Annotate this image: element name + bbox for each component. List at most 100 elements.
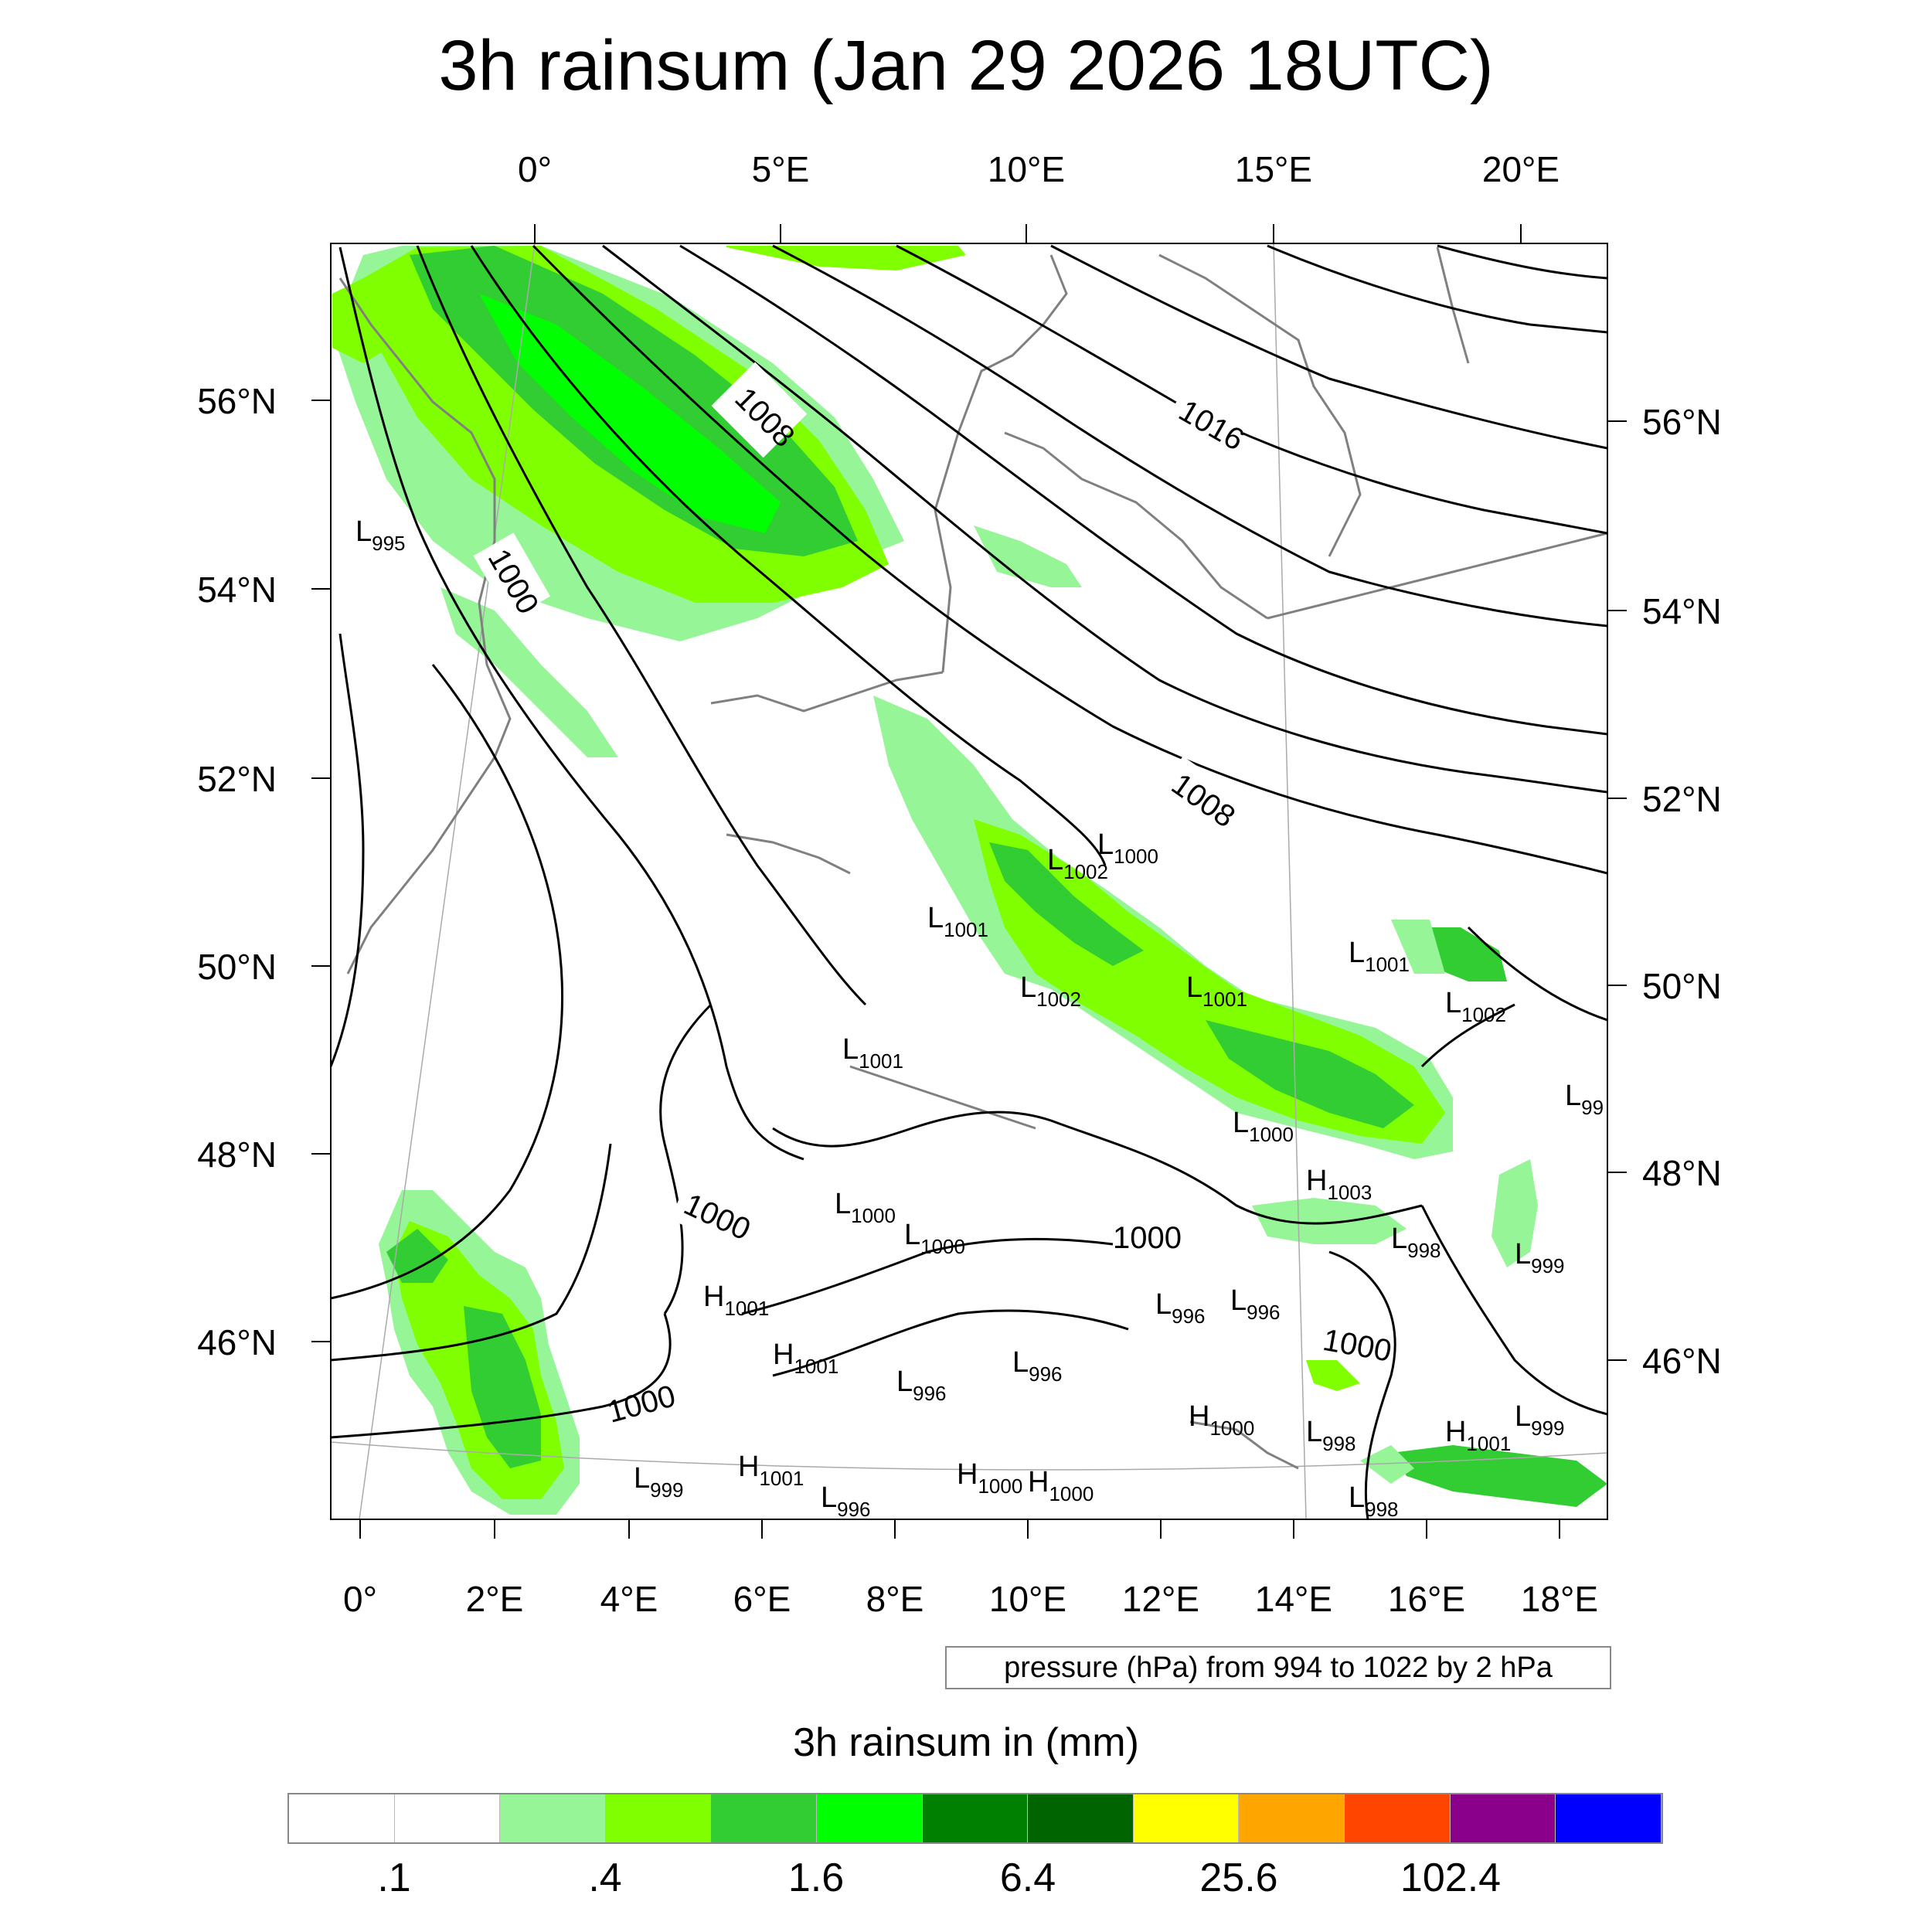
pressure-center-value: 1001 [1365, 953, 1410, 976]
pressure-center-value: 999 [1531, 1417, 1564, 1440]
bottom-lon-label: 12°E [1122, 1579, 1199, 1619]
pressure-center-type: L [896, 1366, 913, 1398]
colorbar-label: 1.6 [787, 1855, 845, 1900]
map-title: 3h rainsum (Jan 29 2026 18UTC) [438, 26, 1494, 105]
low-pressure-label: L1001 [1349, 937, 1410, 976]
pressure-center-type: L [1565, 1080, 1581, 1112]
low-pressure-label: L1001 [842, 1033, 903, 1073]
pressure-center-type: H [1028, 1466, 1049, 1498]
rain-patch-southwest-top [386, 1229, 448, 1283]
low-pressure-label: L99 [1565, 1080, 1604, 1119]
pressure-center-value: 1000 [978, 1475, 1022, 1498]
pressure-center-type: H [957, 1458, 978, 1491]
bottom-lon-label: 18°E [1521, 1579, 1598, 1619]
pressure-center-type: L [1097, 828, 1114, 861]
pressure-center-value: 996 [913, 1382, 946, 1405]
pressure-center-type: L [1233, 1107, 1249, 1139]
colorbar-label: 102.4 [1400, 1855, 1502, 1900]
top-lon-label: 15°E [1235, 149, 1312, 189]
top-lon-label: 10°E [988, 149, 1065, 189]
pressure-center-type: H [1306, 1165, 1327, 1197]
right-lat-label: 48°N [1642, 1153, 1722, 1193]
high-pressure-label: H1003 [1306, 1165, 1372, 1204]
rain-patch-central-lower [1252, 1198, 1406, 1244]
pressure-center-type: L [1047, 844, 1063, 876]
pressure-center-type: L [821, 1481, 837, 1514]
colorbar-segment [605, 1794, 712, 1842]
colorbar-title: 3h rainsum in (mm) [793, 1720, 1139, 1765]
low-pressure-label: L998 [1391, 1223, 1441, 1262]
rain-band-central-heavy [989, 842, 1144, 966]
low-pressure-label: L1002 [1445, 987, 1506, 1026]
low-pressure-label: L1000 [904, 1219, 965, 1258]
isobar-label: 1000 [604, 1379, 679, 1430]
bottom-lon-label: 10°E [989, 1579, 1066, 1619]
rain-patch-adriatic [1306, 1360, 1360, 1391]
bottom-lon-label: 16°E [1388, 1579, 1465, 1619]
pressure-center-type: H [1445, 1416, 1466, 1448]
pressure-center-type: L [1186, 971, 1202, 1004]
pressure-center-type: L [1391, 1223, 1407, 1255]
rain-band-central-heavy-2 [1206, 1020, 1414, 1128]
pressure-center-value: 1001 [859, 1049, 903, 1073]
left-lat-label: 56°N [197, 381, 277, 421]
bottom-lon-label: 6°E [733, 1579, 791, 1619]
low-pressure-label: L999 [634, 1462, 684, 1502]
colorbar-segment [394, 1794, 501, 1842]
colorbar-label: 6.4 [999, 1855, 1056, 1900]
precipitation-field [332, 246, 1607, 1515]
low-pressure-label: L1000 [835, 1188, 896, 1227]
right-lat-label: 50°N [1642, 966, 1722, 1006]
low-pressure-label: L996 [896, 1366, 947, 1405]
rain-patch-poland-light [1391, 920, 1445, 974]
pressure-center-value: 996 [1172, 1304, 1205, 1328]
pressure-center-value: 1000 [1049, 1482, 1094, 1505]
low-pressure-label: L999 [1515, 1238, 1565, 1277]
pressure-center-type: H [773, 1338, 794, 1371]
low-pressure-label: L995 [355, 515, 406, 555]
pressure-center-type: H [738, 1451, 759, 1483]
right-lat-label: 56°N [1642, 402, 1722, 442]
bottom-lon-label: 14°E [1255, 1579, 1332, 1619]
high-pressure-label: H1001 [703, 1281, 769, 1320]
pressure-center-type: L [1155, 1288, 1172, 1321]
pressure-center-type: L [842, 1033, 859, 1066]
low-pressure-label: L1000 [1233, 1107, 1294, 1146]
pressure-center-type: L [1349, 1481, 1365, 1514]
pressure-center-type: L [1306, 1416, 1322, 1448]
rain-patch-north-coast [726, 246, 966, 270]
pressure-center-value: 996 [837, 1498, 870, 1521]
low-pressure-label: L998 [1349, 1481, 1399, 1521]
high-pressure-label: H1000 [1028, 1466, 1094, 1505]
map-frame [330, 243, 1608, 1520]
pressure-center-value: 1000 [1209, 1417, 1254, 1440]
rain-patch-balkan-light [1360, 1445, 1414, 1484]
pressure-center-type: L [1515, 1238, 1531, 1270]
bottom-lon-label: 2°E [466, 1579, 524, 1619]
low-pressure-label: L996 [821, 1481, 871, 1521]
pressure-center-type: L [1012, 1346, 1029, 1379]
colorbar-segment [1133, 1794, 1240, 1842]
left-lat-label: 50°N [197, 947, 277, 987]
pressure-center-value: 995 [372, 532, 405, 555]
colorbar-segment [1450, 1794, 1556, 1842]
colorbar-segment [711, 1794, 818, 1842]
left-lat-label: 54°N [197, 570, 277, 610]
pressure-center-value: 1001 [724, 1297, 769, 1320]
rain-patch-east-strip [1492, 1159, 1538, 1267]
right-lat-label: 46°N [1642, 1341, 1722, 1381]
pressure-center-value: 998 [1407, 1239, 1440, 1262]
pressure-center-value: 1001 [759, 1467, 804, 1490]
pressure-center-value: 996 [1247, 1301, 1280, 1324]
pressure-center-type: L [1515, 1400, 1531, 1433]
pressure-center-value: 998 [1365, 1498, 1398, 1521]
pressure-center-value: 99 [1581, 1096, 1604, 1119]
pressure-center-value: 1001 [1466, 1432, 1511, 1455]
pressure-center-value: 1000 [1249, 1123, 1294, 1146]
rain-patch-southwest-heavy [464, 1306, 541, 1468]
low-pressure-label: L1001 [1186, 971, 1247, 1011]
colorbar-segment [1239, 1794, 1345, 1842]
pressure-center-value: 1002 [1036, 988, 1081, 1011]
pressure-center-type: H [1189, 1400, 1209, 1433]
